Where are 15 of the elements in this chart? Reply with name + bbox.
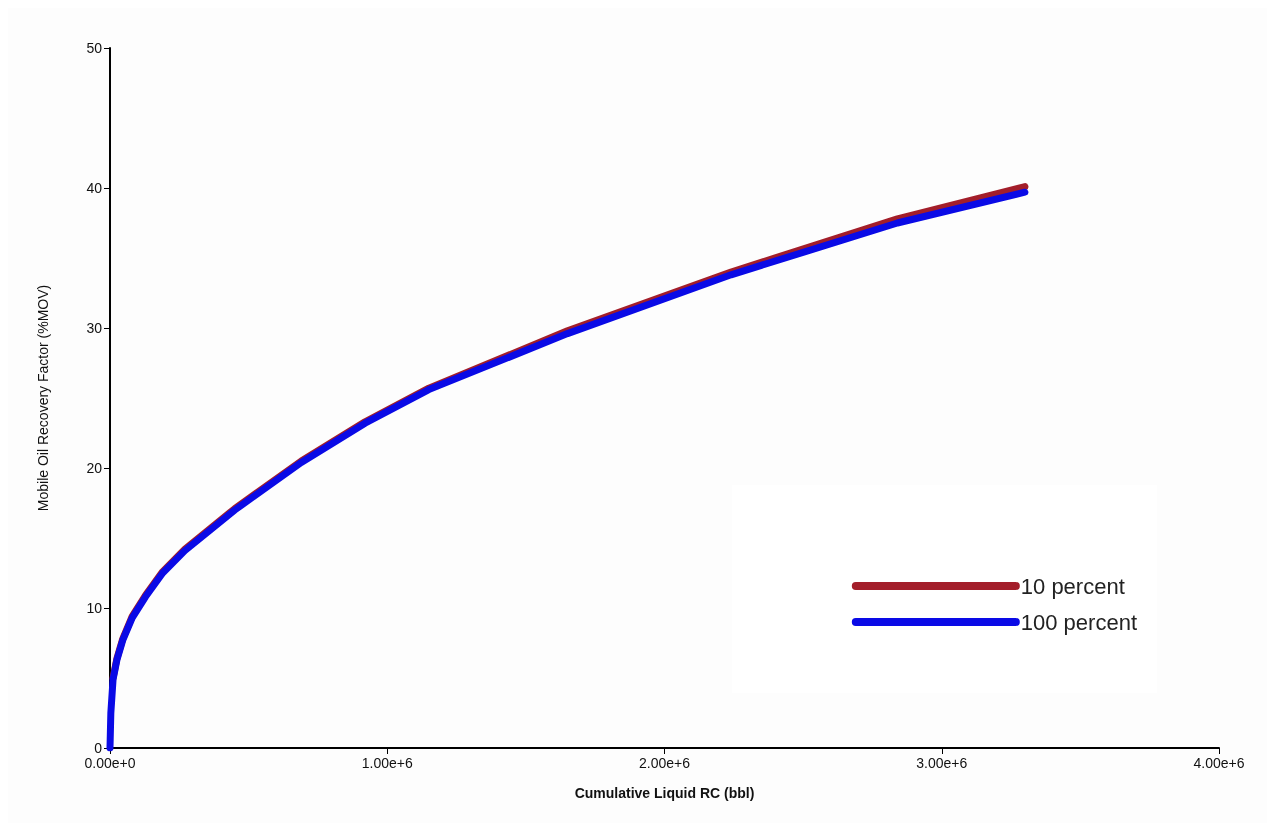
y-tick-label: 50 [86, 40, 103, 56]
y-axis-title: Mobile Oil Recovery Factor (%MOV) [35, 284, 51, 512]
x-tick-label: 0.00e+0 [84, 755, 136, 771]
y-tick-label: 10 [86, 600, 103, 616]
text: 10 percent [1020, 573, 1125, 599]
x-tick-label: 1.00e+6 [361, 755, 413, 771]
y-tick-label: 30 [86, 320, 103, 336]
x-tick-label: 3.00e+6 [916, 755, 968, 771]
y-tick-label: 20 [86, 460, 103, 476]
x-tick-label: 2.00e+6 [639, 755, 691, 771]
x-tick-label: 4.00e+6 [1193, 755, 1245, 771]
y-tick-label: 0 [94, 740, 103, 756]
text: 100 percent [1020, 609, 1137, 635]
y-tick-label: 40 [86, 180, 103, 196]
x-axis-title: Cumulative Liquid RC (bbl) [574, 785, 755, 801]
